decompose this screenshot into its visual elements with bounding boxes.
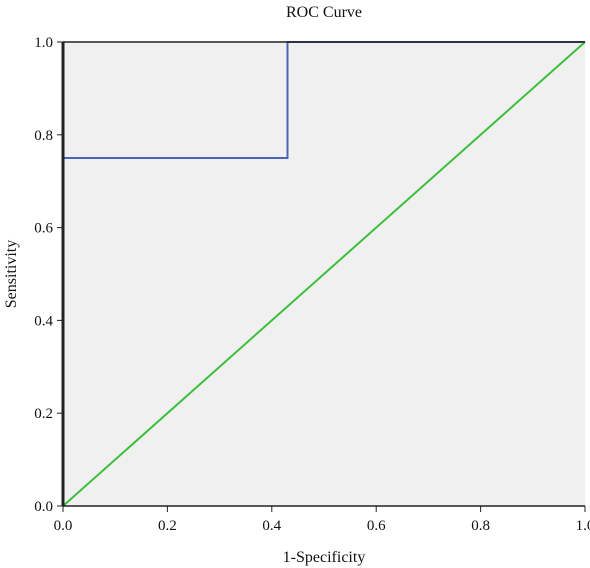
tick-layer: 0.0 0.2 0.4 0.6 0.8 1.0 0.0 0.2 0.4 0.6 0.8 1.0 [34, 35, 590, 534]
y-tick-label: 0.8 [34, 128, 53, 144]
y-tick-label: 0.6 [34, 221, 53, 237]
x-tick-label: 0.2 [158, 518, 177, 534]
chart-title: ROC Curve [286, 4, 362, 21]
x-tick-label: 0.8 [471, 518, 490, 534]
x-axis-label: 1-Specificity [283, 549, 366, 566]
y-tick-label: 1.0 [34, 35, 53, 51]
x-tick-label: 1.0 [576, 518, 590, 534]
y-tick-label: 0.2 [34, 406, 53, 422]
y-axis-label: Sensitivity [3, 240, 20, 308]
reference-line [62, 41, 586, 507]
y-tick-label: 0.0 [34, 499, 53, 515]
x-tick-label: 0.0 [54, 518, 73, 534]
y-tick-label: 0.4 [34, 313, 53, 329]
x-tick-label: 0.4 [262, 518, 281, 534]
axis-layer [61, 41, 585, 507]
x-tick-label: 0.6 [367, 518, 386, 534]
